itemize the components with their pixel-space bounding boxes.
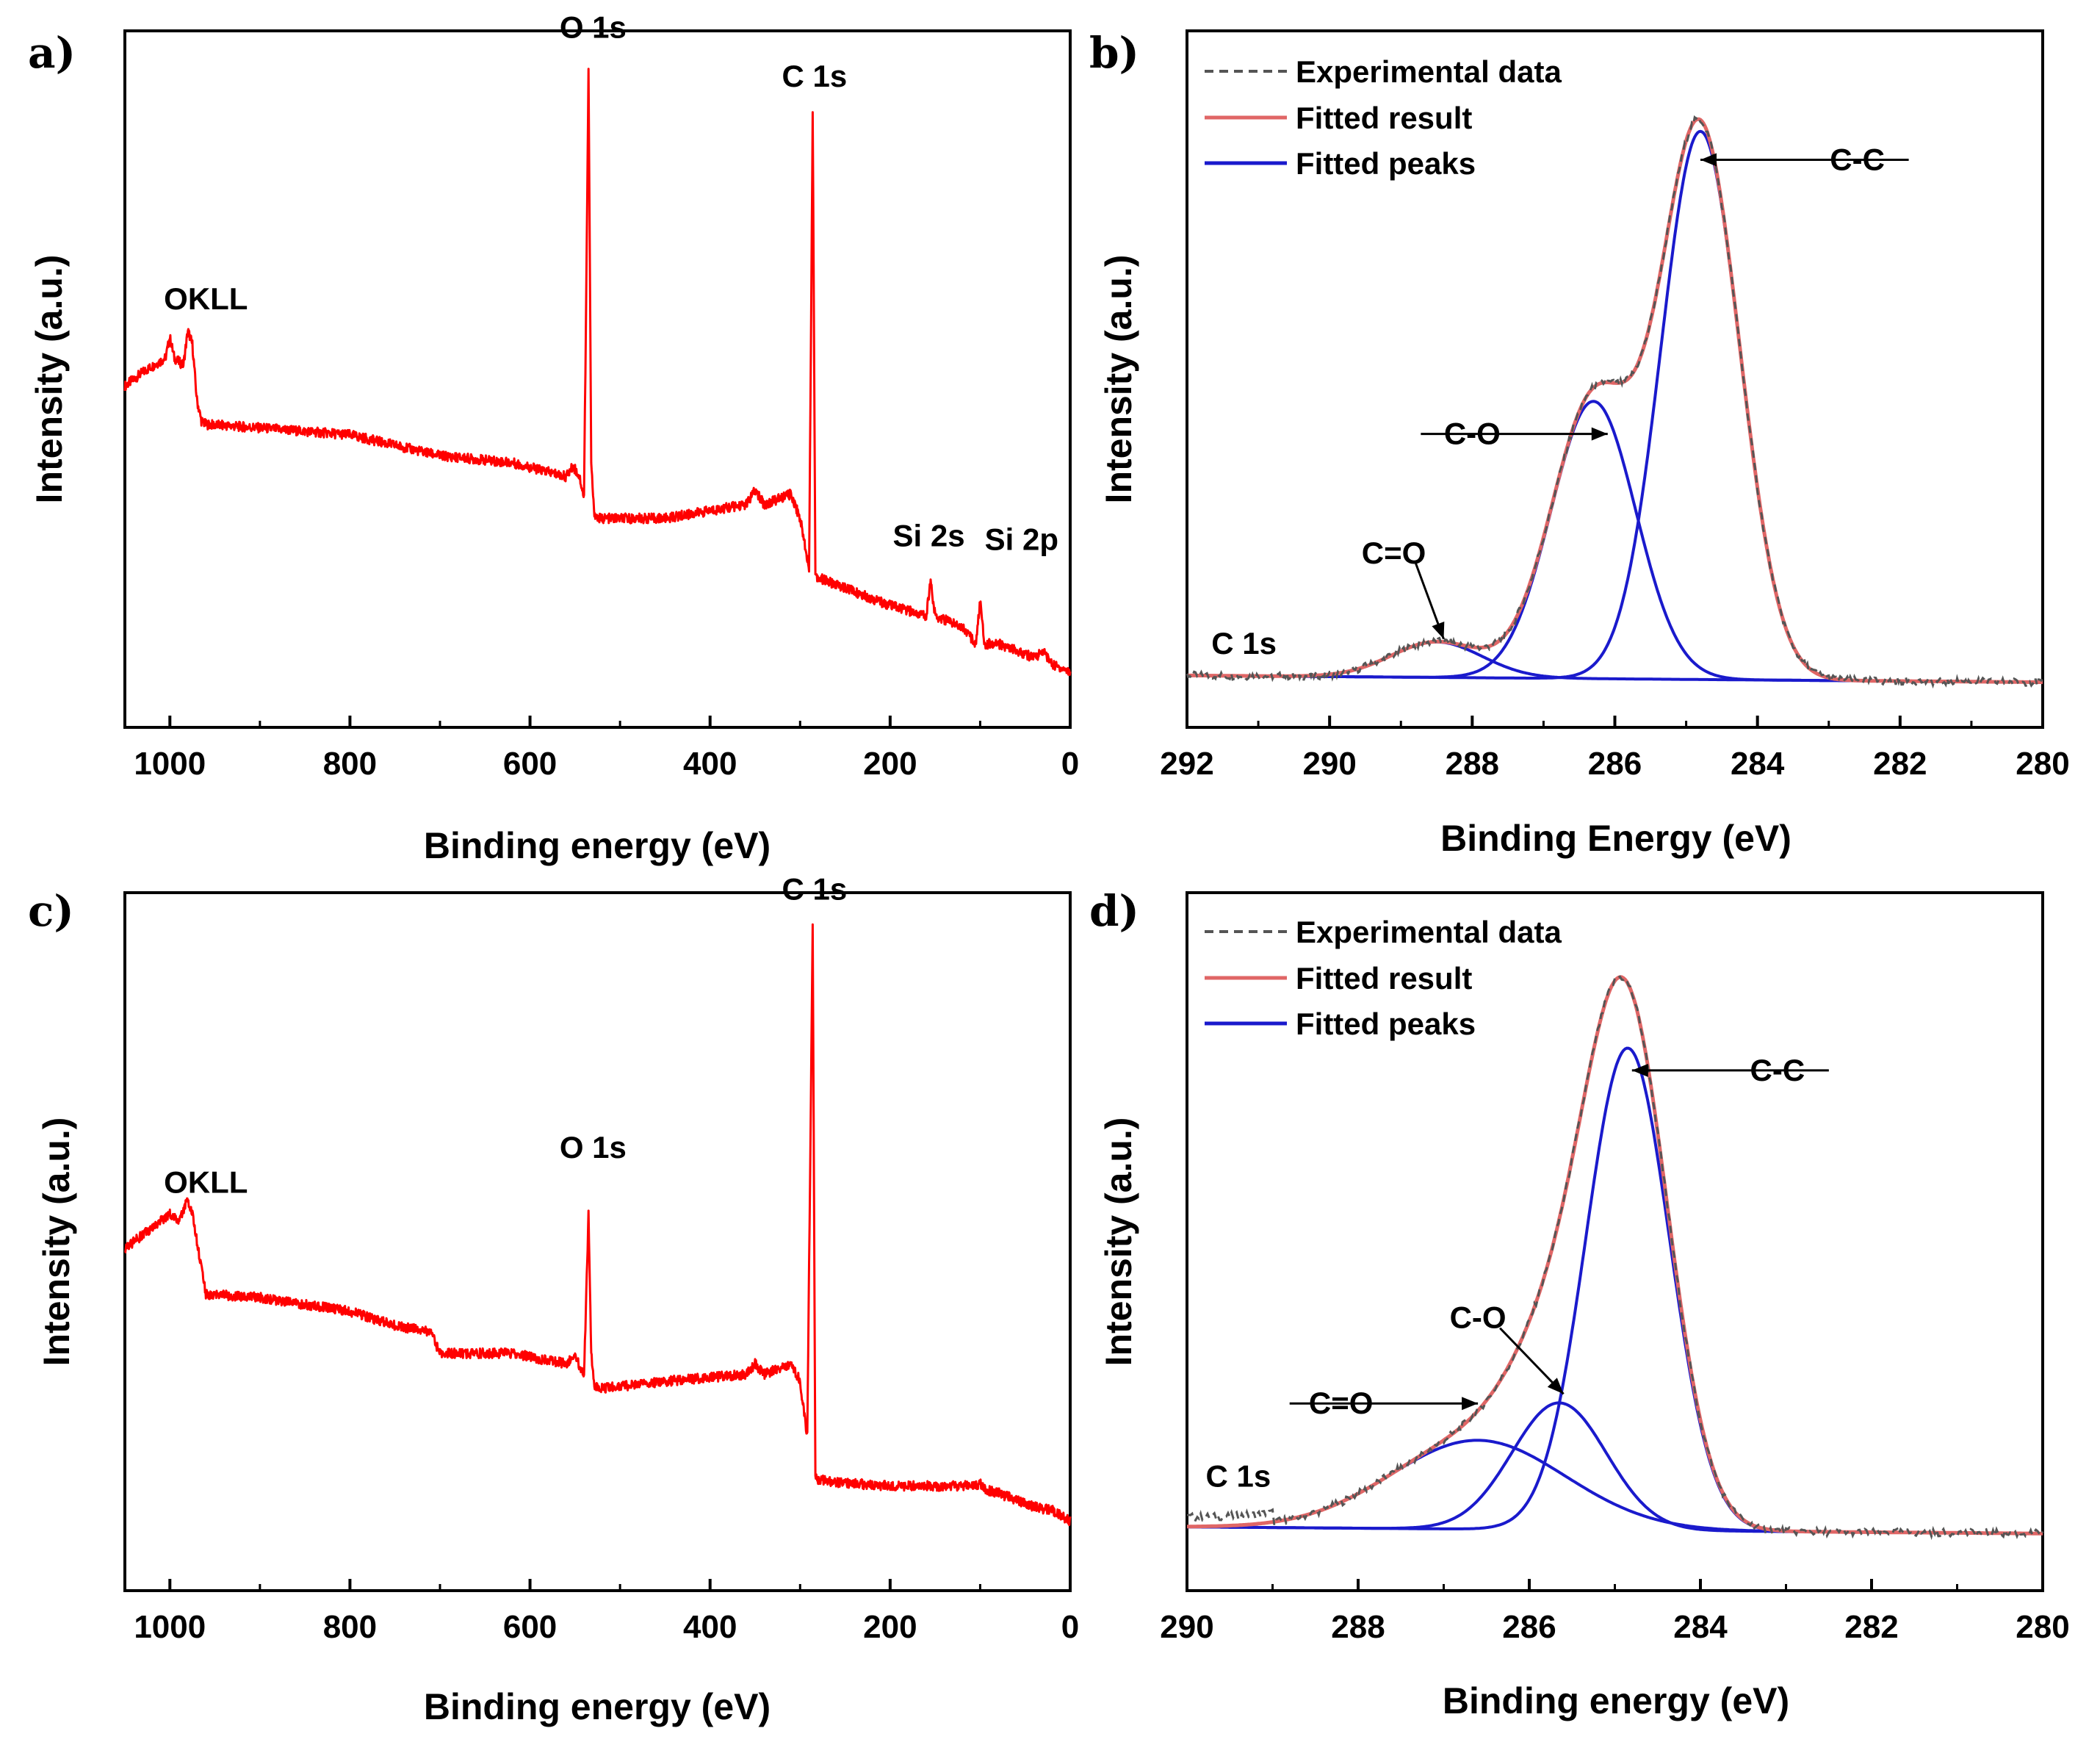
panel-b-annotations: C-C C-O C=O C 1s <box>1211 143 1909 661</box>
annotation-arrowhead <box>1591 427 1608 441</box>
fitted-peak-cc-line <box>1187 1046 2043 1536</box>
panel-c-frame <box>123 891 1072 1592</box>
peak-label: C=O <box>1309 1386 1374 1420</box>
x-tick-label: 288 <box>1446 746 1499 782</box>
x-tick-label: 282 <box>1873 746 1927 782</box>
annotation-arrowhead <box>1462 1397 1479 1411</box>
x-tick-label: 600 <box>503 1609 557 1645</box>
panel-a-data <box>123 68 1072 677</box>
panel-d-data <box>1186 975 2044 1541</box>
x-tick-label: 280 <box>2016 1609 2069 1645</box>
peak-label: O 1s <box>560 10 627 44</box>
x-tick-label: 400 <box>683 1609 737 1645</box>
panel-d-annotations: C-C C-O C=O C 1s <box>1206 1053 1829 1494</box>
peak-label: C=O <box>1362 536 1426 570</box>
panel-d-ylabel: Intensity (a.u.) <box>1098 1117 1139 1367</box>
legend-fitted-peaks-label: Fitted peaks <box>1296 146 1476 181</box>
panel-b-ticks: 292 290 288 286 284 282 280 <box>1160 716 2070 782</box>
panel-d-ticks: 290 288 286 284 282 280 <box>1160 1579 2070 1645</box>
panel-b-letter: b) <box>1089 28 1139 78</box>
survey-spectrum-line <box>123 68 1072 677</box>
fitted-peak-ceqo-line <box>1187 1439 2043 1536</box>
fitted-peak-cc-line <box>1186 129 2043 684</box>
legend-experimental-label: Experimental data <box>1296 54 1562 89</box>
x-tick-label: 290 <box>1160 1609 1213 1645</box>
survey-spectrum-line <box>124 923 1072 1527</box>
x-tick-label: 800 <box>323 1609 377 1645</box>
peak-label: Si 2s <box>893 519 965 553</box>
x-tick-label: 284 <box>1731 746 1785 782</box>
panel-c-ticks: 1000 800 600 400 200 0 <box>134 1579 1079 1645</box>
peak-label: C-C <box>1750 1053 1805 1087</box>
peak-label: O 1s <box>560 1130 627 1165</box>
x-tick-label: 0 <box>1061 746 1079 782</box>
panel-d-frame <box>1186 891 2044 1592</box>
panel-c-annotations: OKLL O 1s C 1s <box>164 872 847 1200</box>
peak-label: C 1s <box>1211 626 1277 661</box>
x-tick-label: 400 <box>683 746 737 782</box>
panel-a-frame <box>123 29 1072 729</box>
experimental-data-line <box>1186 115 2043 689</box>
experimental-data-line <box>1186 975 2044 1541</box>
panel-b-data <box>1186 115 2043 689</box>
x-tick-label: 286 <box>1502 1609 1556 1645</box>
peak-label: OKLL <box>164 281 248 316</box>
panel-c-xlabel: Binding energy (eV) <box>424 1686 771 1727</box>
x-tick-label: 1000 <box>134 1609 206 1645</box>
panel-c-ylabel: Intensity (a.u.) <box>36 1117 77 1367</box>
legend-fitted-result-label: Fitted result <box>1296 101 1472 135</box>
annotation-arrowhead <box>1700 153 1717 167</box>
panel-d-xlabel: Binding energy (eV) <box>1443 1680 1789 1721</box>
fitted-peak-co-line <box>1186 400 2043 684</box>
x-tick-label: 280 <box>2016 746 2069 782</box>
annotation-arrowhead <box>1547 1378 1564 1394</box>
panel-b-ylabel: Intensity (a.u.) <box>1098 255 1139 504</box>
x-tick-label: 286 <box>1588 746 1642 782</box>
x-tick-label: 200 <box>863 1609 917 1645</box>
panel-d: d) 290 288 286 284 282 280 C-C C-O C=O C 1s Expe… <box>1089 886 2070 1721</box>
peak-label: C-O <box>1444 417 1501 451</box>
peak-label: Si 2p <box>985 522 1058 556</box>
panel-a-ticks: 1000 800 600 400 200 0 <box>134 716 1079 782</box>
fitted-result-line <box>1186 117 2043 685</box>
peak-label: OKLL <box>164 1165 248 1200</box>
peak-label: C-C <box>1830 143 1885 177</box>
panel-a: a) 1000 800 600 400 200 0 OKLL O 1s C 1s Si 2s Si… <box>28 10 1079 866</box>
legend-fitted-peaks-label: Fitted peaks <box>1296 1007 1476 1041</box>
panel-b: b) 292 290 288 286 284 282 280 C-C C-O C=O C 1s E… <box>1089 28 2070 859</box>
panel-a-letter: a) <box>28 28 76 78</box>
peak-label: C 1s <box>782 59 848 93</box>
x-tick-label: 290 <box>1302 746 1356 782</box>
panel-b-xlabel: Binding Energy (eV) <box>1440 818 1792 859</box>
legend-experimental-label: Experimental data <box>1296 915 1562 949</box>
panel-d-letter: d) <box>1089 886 1139 936</box>
fitted-result-line <box>1187 975 2043 1536</box>
x-tick-label: 800 <box>323 746 377 782</box>
legend-fitted-result-label: Fitted result <box>1296 961 1472 996</box>
panel-a-ylabel: Intensity (a.u.) <box>29 255 70 504</box>
x-tick-label: 200 <box>863 746 917 782</box>
x-tick-label: 288 <box>1331 1609 1385 1645</box>
panel-a-annotations: OKLL O 1s C 1s Si 2s Si 2p <box>164 10 1058 556</box>
peak-label: C 1s <box>1206 1459 1271 1494</box>
x-tick-label: 0 <box>1061 1609 1079 1645</box>
x-tick-label: 292 <box>1160 746 1213 782</box>
panel-b-legend: Experimental data Fitted result Fitted p… <box>1205 54 1562 181</box>
panel-c-data <box>124 923 1072 1527</box>
panel-c: c) 1000 800 600 400 200 0 OKLL O 1s C 1s Bindin… <box>28 872 1079 1728</box>
x-tick-label: 282 <box>1844 1609 1898 1645</box>
panel-a-xlabel: Binding energy (eV) <box>424 825 771 866</box>
annotation-arrowhead <box>1631 1063 1648 1077</box>
x-tick-label: 600 <box>503 746 557 782</box>
peak-label: C-O <box>1450 1300 1507 1335</box>
x-tick-label: 1000 <box>134 746 206 782</box>
panel-d-legend: Experimental data Fitted result Fitted p… <box>1205 915 1562 1041</box>
annotation-arrowhead <box>1432 621 1445 639</box>
x-tick-label: 284 <box>1673 1609 1728 1645</box>
peak-label: C 1s <box>782 872 848 907</box>
panel-c-letter: c) <box>28 886 74 936</box>
